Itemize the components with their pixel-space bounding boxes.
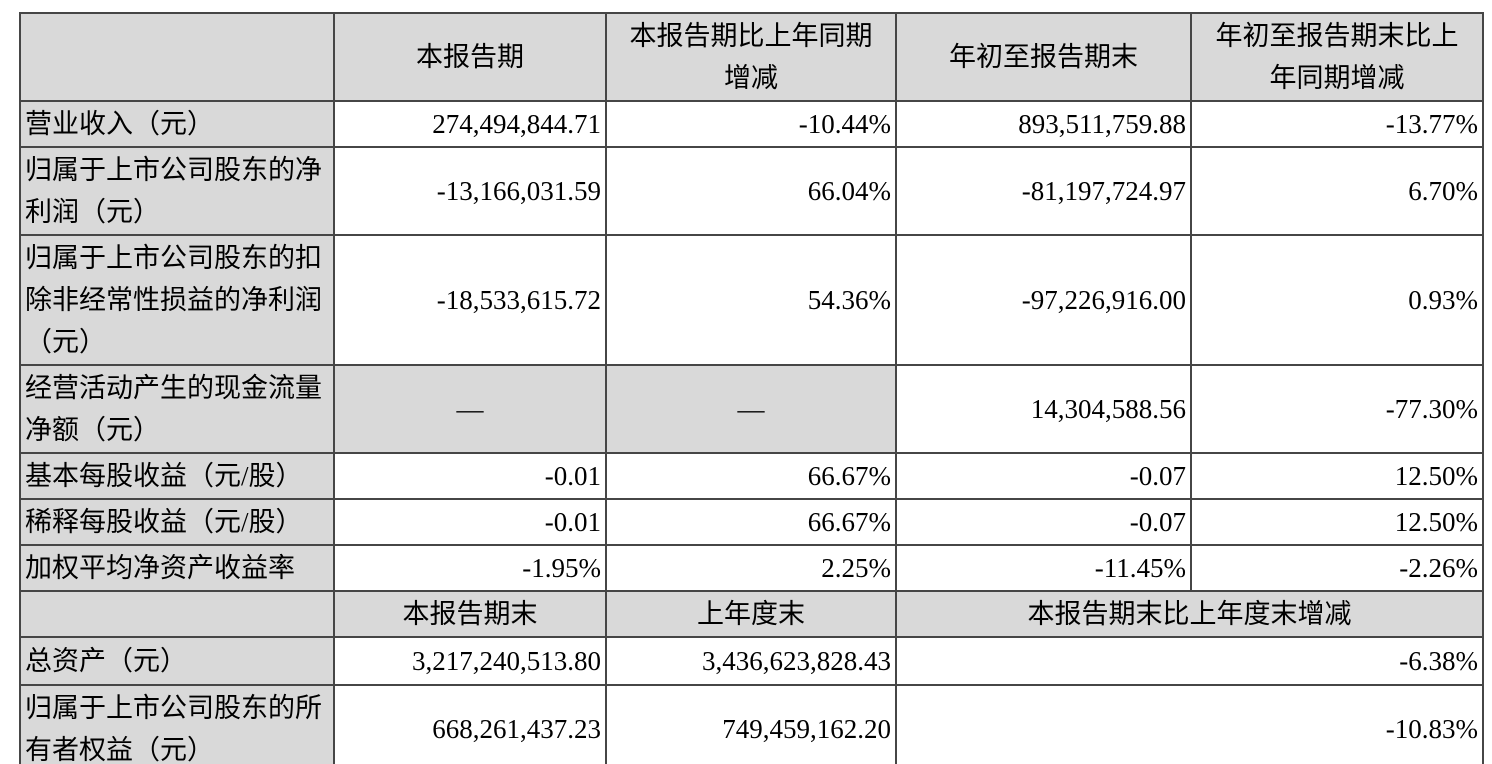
cell-current-period-dash: — bbox=[333, 364, 607, 454]
row-label: 稀释每股收益（元/股） bbox=[19, 498, 335, 546]
cell-end-of-period: 668,261,437.23 bbox=[333, 684, 607, 764]
row-label: 经营活动产生的现金流量净额（元） bbox=[19, 364, 335, 454]
col-header-end-of-period: 本报告期末 bbox=[333, 590, 607, 638]
cell-ytd-yoy-change: -13.77% bbox=[1190, 100, 1484, 148]
cell-yoy-change: 54.36% bbox=[605, 234, 897, 366]
cell-yoy-change: 66.67% bbox=[605, 452, 897, 500]
cell-current-period: 274,494,844.71 bbox=[333, 100, 607, 148]
row-basic-eps: 基本每股收益（元/股） -0.01 66.67% -0.07 12.50% bbox=[19, 452, 1484, 500]
row-operating-cash-flow: 经营活动产生的现金流量净额（元） — — 14,304,588.56 -77.3… bbox=[19, 364, 1484, 454]
financial-summary-table: 本报告期 本报告期比上年同期 增减 年初至报告期末 年初至报告期末比上 年同期增… bbox=[19, 12, 1484, 764]
cell-ytd-yoy-change: 12.50% bbox=[1190, 498, 1484, 546]
row-label: 基本每股收益（元/股） bbox=[19, 452, 335, 500]
row-label: 总资产（元） bbox=[19, 636, 335, 686]
col-header-period-end-vs-prior-year-end: 本报告期末比上年度末增减 bbox=[895, 590, 1484, 638]
cell-year-to-date: -81,197,724.97 bbox=[895, 146, 1192, 236]
cell-yoy-change-dash: — bbox=[605, 364, 897, 454]
row-owners-equity: 归属于上市公司股东的所有者权益（元） 668,261,437.23 749,45… bbox=[19, 684, 1484, 764]
cell-end-of-prior-year: 749,459,162.20 bbox=[605, 684, 897, 764]
cell-current-period: -13,166,031.59 bbox=[333, 146, 607, 236]
col-header-end-of-prior-year: 上年度末 bbox=[605, 590, 897, 638]
cell-change-vs-prior-year-end: -6.38% bbox=[895, 636, 1484, 686]
cell-current-period: -0.01 bbox=[333, 498, 607, 546]
cell-end-of-prior-year: 3,436,623,828.43 bbox=[605, 636, 897, 686]
row-label: 归属于上市公司股东的所有者权益（元） bbox=[19, 684, 335, 764]
cell-year-to-date: 893,511,759.88 bbox=[895, 100, 1192, 148]
cell-year-to-date: -0.07 bbox=[895, 452, 1192, 500]
cell-yoy-change: 66.67% bbox=[605, 498, 897, 546]
cell-current-period: -0.01 bbox=[333, 452, 607, 500]
cell-change-vs-prior-year-end: -10.83% bbox=[895, 684, 1484, 764]
cell-year-to-date: -97,226,916.00 bbox=[895, 234, 1192, 366]
row-net-profit: 归属于上市公司股东的净利润（元） -13,166,031.59 66.04% -… bbox=[19, 146, 1484, 236]
row-total-assets: 总资产（元） 3,217,240,513.80 3,436,623,828.43… bbox=[19, 636, 1484, 686]
cell-ytd-yoy-change: -77.30% bbox=[1190, 364, 1484, 454]
subheader-corner-cell bbox=[19, 590, 335, 638]
cell-year-to-date: -0.07 bbox=[895, 498, 1192, 546]
header-row: 本报告期 本报告期比上年同期 增减 年初至报告期末 年初至报告期末比上 年同期增… bbox=[19, 12, 1484, 102]
row-label: 加权平均净资产收益率 bbox=[19, 544, 335, 592]
row-label: 营业收入（元） bbox=[19, 100, 335, 148]
subheader-row: 本报告期末 上年度末 本报告期末比上年度末增减 bbox=[19, 590, 1484, 638]
row-weighted-avg-roe: 加权平均净资产收益率 -1.95% 2.25% -11.45% -2.26% bbox=[19, 544, 1484, 592]
row-net-profit-excl-nonrecurring: 归属于上市公司股东的扣除非经常性损益的净利润（元） -18,533,615.72… bbox=[19, 234, 1484, 366]
row-operating-revenue: 营业收入（元） 274,494,844.71 -10.44% 893,511,7… bbox=[19, 100, 1484, 148]
cell-yoy-change: -10.44% bbox=[605, 100, 897, 148]
cell-ytd-yoy-change: 12.50% bbox=[1190, 452, 1484, 500]
corner-cell bbox=[19, 12, 335, 102]
cell-ytd-yoy-change: 6.70% bbox=[1190, 146, 1484, 236]
row-label: 归属于上市公司股东的净利润（元） bbox=[19, 146, 335, 236]
row-diluted-eps: 稀释每股收益（元/股） -0.01 66.67% -0.07 12.50% bbox=[19, 498, 1484, 546]
col-header-current-period-yoy-change: 本报告期比上年同期 增减 bbox=[605, 12, 897, 102]
col-header-year-to-date-yoy-change: 年初至报告期末比上 年同期增减 bbox=[1190, 12, 1484, 102]
cell-year-to-date: -11.45% bbox=[895, 544, 1192, 592]
cell-current-period: -18,533,615.72 bbox=[333, 234, 607, 366]
cell-current-period: -1.95% bbox=[333, 544, 607, 592]
cell-end-of-period: 3,217,240,513.80 bbox=[333, 636, 607, 686]
cell-yoy-change: 66.04% bbox=[605, 146, 897, 236]
cell-ytd-yoy-change: -2.26% bbox=[1190, 544, 1484, 592]
row-label: 归属于上市公司股东的扣除非经常性损益的净利润（元） bbox=[19, 234, 335, 366]
col-header-year-to-date: 年初至报告期末 bbox=[895, 12, 1192, 102]
col-header-current-period: 本报告期 bbox=[333, 12, 607, 102]
cell-year-to-date: 14,304,588.56 bbox=[895, 364, 1192, 454]
cell-yoy-change: 2.25% bbox=[605, 544, 897, 592]
cell-ytd-yoy-change: 0.93% bbox=[1190, 234, 1484, 366]
